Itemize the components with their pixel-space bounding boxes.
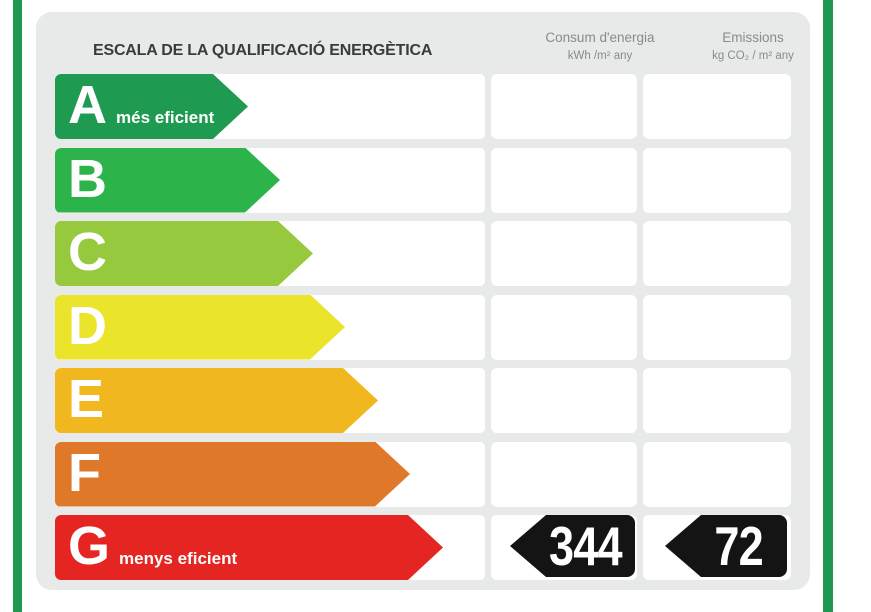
scale-row-f: F xyxy=(0,441,871,507)
grade-note-g: menys eficient xyxy=(119,549,238,568)
emissions-value-badge: 72 xyxy=(665,515,787,577)
consum-cell-e xyxy=(491,368,637,433)
scale-track-f: F xyxy=(55,441,485,507)
consum-column-label: Consum d'energia xyxy=(545,30,655,45)
grade-letter-b: B xyxy=(68,148,107,209)
emissions-value: 72 xyxy=(714,515,764,577)
grade-letter-a: A xyxy=(68,75,107,135)
grade-arrow-f: F xyxy=(55,442,410,507)
scale-track-g: G menys eficient xyxy=(55,515,485,580)
grade-letter-c: C xyxy=(68,222,107,282)
frame-left-bar xyxy=(13,0,22,612)
grade-arrow-b: B xyxy=(55,148,280,213)
column-header-emissions: Emissions kg CO₂ / m² any xyxy=(679,28,827,64)
consum-cell-c xyxy=(491,221,637,286)
panel-title: ESCALA DE LA QUALIFICACIÓ ENERGÈTICA xyxy=(93,42,433,59)
consum-cell-a xyxy=(491,74,637,139)
grade-note-a: més eficient xyxy=(116,108,215,127)
column-header-consum: Consum d'energia kWh /m² any xyxy=(527,28,673,64)
frame-right-bar xyxy=(823,0,833,612)
emissions-cell-c xyxy=(643,221,791,286)
scale-row-a: A més eficient xyxy=(0,74,871,139)
scale-row-d: D xyxy=(0,294,871,360)
scale-track-c: C xyxy=(55,221,485,286)
emissions-cell-d xyxy=(643,294,791,360)
consum-cell-b xyxy=(491,147,637,213)
consum-value: 344 xyxy=(549,515,623,577)
scale-row-c: C xyxy=(0,221,871,286)
scale-track-e: E xyxy=(55,368,485,433)
consum-cell-f xyxy=(491,441,637,507)
emissions-cell-g: 72 xyxy=(643,515,791,580)
consum-cell-d xyxy=(491,294,637,360)
consum-column-unit: kWh /m² any xyxy=(567,49,633,62)
scale-rows: A més eficient B C xyxy=(0,74,871,580)
grade-letter-e: E xyxy=(68,369,105,429)
grade-arrow-e: E xyxy=(55,368,378,433)
grade-letter-g: G xyxy=(68,516,111,576)
scale-row-g: G menys eficient 344 72 xyxy=(0,515,871,580)
consum-cell-g: 344 xyxy=(491,515,637,580)
emissions-column-unit: kg CO₂ / m² any xyxy=(712,49,794,62)
emissions-cell-f xyxy=(643,441,791,507)
emissions-cell-e xyxy=(643,368,791,433)
grade-arrow-a: A més eficient xyxy=(55,74,248,139)
emissions-cell-b xyxy=(643,147,791,213)
grade-letter-f: F xyxy=(68,442,101,503)
grade-arrow-c: C xyxy=(55,221,313,286)
consum-value-badge: 344 xyxy=(510,515,635,577)
emissions-column-label: Emissions xyxy=(722,30,784,45)
scale-track-a: A més eficient xyxy=(55,74,485,139)
emissions-cell-a xyxy=(643,74,791,139)
grade-letter-d: D xyxy=(68,295,107,356)
scale-track-d: D xyxy=(55,294,485,360)
grade-arrow-g: G menys eficient xyxy=(55,515,443,580)
scale-row-e: E xyxy=(0,368,871,433)
grade-arrow-d: D xyxy=(55,295,345,360)
scale-row-b: B xyxy=(0,147,871,213)
scale-track-b: B xyxy=(55,147,485,213)
